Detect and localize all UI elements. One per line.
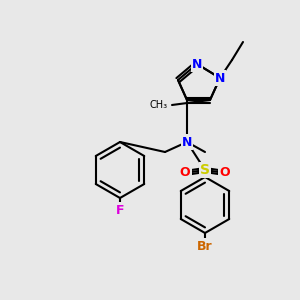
Text: N: N <box>192 58 202 70</box>
Text: Br: Br <box>197 239 213 253</box>
Text: F: F <box>116 203 124 217</box>
Text: CH₃: CH₃ <box>150 100 168 110</box>
Text: N: N <box>182 136 192 148</box>
Text: O: O <box>180 167 190 179</box>
Text: S: S <box>200 163 210 177</box>
Text: O: O <box>220 167 230 179</box>
Text: N: N <box>215 71 225 85</box>
